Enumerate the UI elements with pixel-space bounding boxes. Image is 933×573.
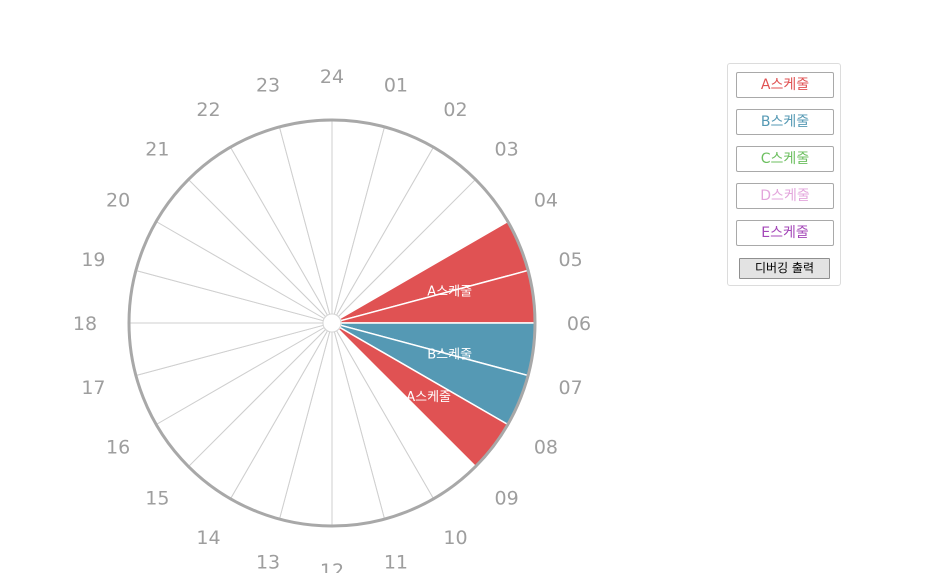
hour-label-01: 01: [384, 74, 408, 96]
hour-label-12: 12: [320, 560, 344, 573]
hour-label-02: 02: [443, 99, 467, 121]
hour-label-06: 06: [567, 313, 591, 335]
hour-label-07: 07: [558, 377, 582, 399]
hour-label-21: 21: [145, 138, 169, 160]
scheduled-block-label: A스케줄: [406, 390, 451, 405]
hour-label-04: 04: [534, 190, 558, 212]
hour-label-24: 24: [320, 66, 344, 88]
hour-label-14: 14: [196, 527, 220, 549]
hour-label-13: 13: [256, 552, 280, 573]
schedule-panel: A스케줄 B스케줄 C스케줄 D스케줄 E스케줄 디버깅 출력: [727, 63, 841, 286]
clock-center-hub: [322, 313, 342, 333]
hour-label-22: 22: [196, 99, 220, 121]
scheduled-block-label: B스케줄: [427, 348, 472, 363]
hour-label-08: 08: [534, 437, 558, 459]
scheduled-block-label: A스케줄: [427, 284, 472, 299]
hour-label-09: 09: [495, 488, 519, 510]
schedule-c-button[interactable]: C스케줄: [736, 146, 834, 172]
hour-label-23: 23: [256, 74, 280, 96]
hour-label-11: 11: [384, 552, 408, 573]
hour-label-18: 18: [73, 313, 97, 335]
schedule-a-button[interactable]: A스케줄: [736, 72, 834, 98]
debug-output-button[interactable]: 디버깅 출력: [739, 258, 830, 279]
schedule-e-button[interactable]: E스케줄: [736, 220, 834, 246]
hour-label-15: 15: [145, 488, 169, 510]
hour-label-05: 05: [558, 249, 582, 271]
hour-label-20: 20: [106, 190, 130, 212]
hour-label-03: 03: [495, 138, 519, 160]
hour-label-19: 19: [81, 249, 105, 271]
schedule-b-button[interactable]: B스케줄: [736, 109, 834, 135]
hour-label-16: 16: [106, 437, 130, 459]
hour-label-10: 10: [443, 527, 467, 549]
hour-label-17: 17: [81, 377, 105, 399]
clock-outer-ring: [127, 118, 537, 528]
schedule-d-button[interactable]: D스케줄: [736, 183, 834, 209]
